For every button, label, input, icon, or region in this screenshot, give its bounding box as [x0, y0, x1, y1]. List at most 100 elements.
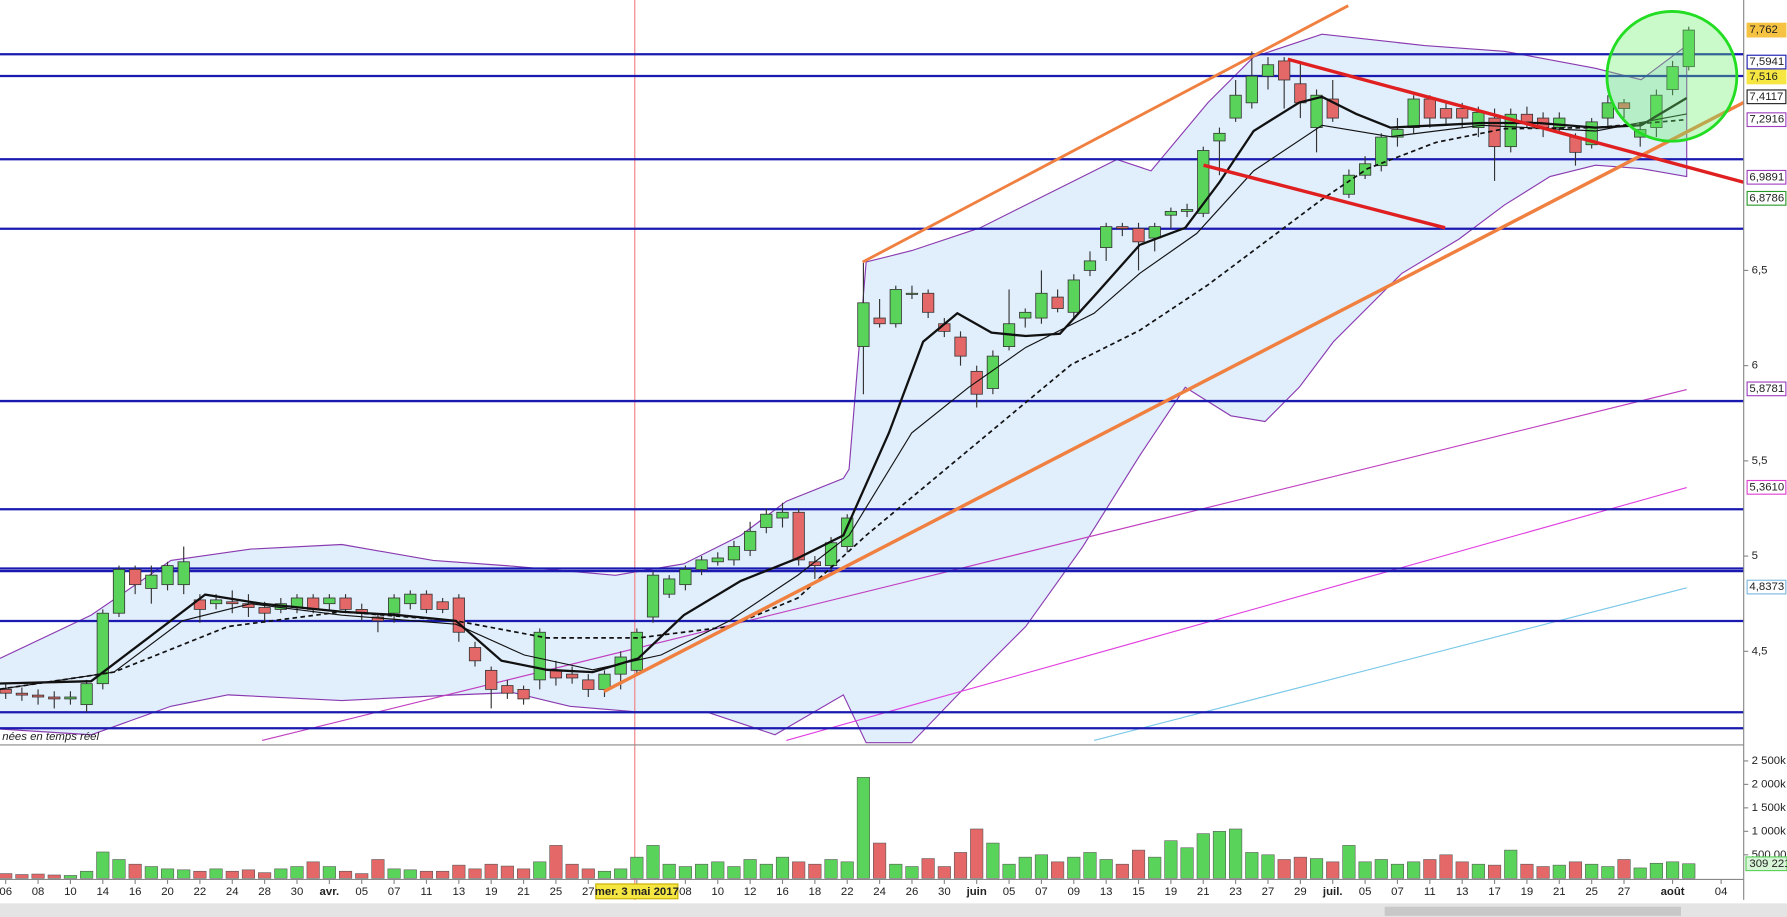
price-label-box	[1746, 89, 1787, 105]
candle-body	[663, 578, 676, 595]
scrollbar[interactable]	[0, 903, 1787, 917]
x-tick-label: 27	[1618, 886, 1631, 898]
x-tick-label: 21	[1197, 886, 1210, 898]
moving-average	[0, 118, 1687, 691]
candle-body	[711, 557, 724, 563]
volume-bar	[1002, 863, 1016, 879]
volume-bar	[889, 863, 903, 879]
volume-bar	[1423, 859, 1437, 879]
volume-bar	[711, 861, 725, 879]
volume-bar	[258, 872, 272, 879]
volume-bar	[1536, 866, 1550, 879]
candle-body	[1553, 117, 1566, 128]
volume-bar	[484, 863, 498, 879]
volume-bar	[338, 870, 353, 879]
x-tick-label: 12	[744, 886, 757, 898]
moving-average	[786, 486, 1687, 741]
candle-body	[1132, 228, 1145, 243]
price-label-box	[1746, 479, 1787, 495]
price-label: 7,2916	[1749, 114, 1784, 126]
candle-body	[112, 569, 126, 614]
candle-body	[727, 546, 741, 561]
volume-tick-label: 2 000k	[1752, 778, 1786, 790]
volume-bar	[775, 856, 790, 879]
candle-body	[15, 692, 28, 696]
volume-bar	[160, 868, 175, 879]
volume-tick-label: 2 500k	[1752, 755, 1786, 767]
candle-body	[31, 694, 45, 698]
candle-body	[598, 673, 611, 690]
candle-body	[1100, 226, 1113, 248]
volume-bar	[1633, 867, 1647, 879]
volume-bar	[759, 863, 773, 879]
x-tick-label: 08	[32, 886, 45, 898]
candle-body	[1245, 75, 1258, 104]
candle-body	[1148, 226, 1161, 239]
x-tick-label: 25	[1585, 886, 1598, 898]
volume-bar	[1164, 840, 1178, 879]
candle-body	[0, 688, 12, 694]
volume-bar	[31, 873, 45, 879]
volume-bar	[905, 866, 919, 879]
volume-bar	[856, 777, 870, 879]
candle-body	[404, 593, 417, 605]
volume-bar	[1261, 854, 1275, 879]
x-tick-label: 26	[906, 886, 919, 898]
candle-body	[1294, 83, 1307, 104]
price-label-box	[1746, 190, 1787, 206]
price-label-box	[1746, 579, 1787, 595]
x-tick-label: 22	[841, 886, 854, 898]
candle-body	[986, 355, 999, 389]
volume-bar	[241, 869, 256, 879]
trend-line	[862, 4, 1349, 264]
volume-bar	[1601, 866, 1615, 879]
candle-body	[258, 607, 271, 614]
scrollbar-thumb[interactable]	[1384, 906, 1682, 916]
volume-bar	[824, 859, 838, 879]
volume-bar	[517, 868, 531, 879]
candle-body	[1617, 102, 1631, 109]
bollinger-band	[0, 33, 1688, 744]
x-tick-label: juil.	[1322, 886, 1343, 898]
volume-bar	[96, 851, 110, 879]
volume-bar	[452, 864, 466, 879]
price-label: 7,5941	[1749, 56, 1784, 68]
candle-body	[1391, 129, 1404, 138]
volume-bar	[921, 858, 935, 879]
candle-body	[744, 530, 757, 551]
price-label-box	[1746, 381, 1787, 397]
x-tick-label: 19	[485, 886, 498, 898]
candle-body	[679, 569, 692, 586]
candle-body	[1164, 210, 1177, 216]
volume-bar	[533, 861, 547, 879]
y-tick-label: 6,5	[1752, 264, 1768, 276]
volume-bar	[1649, 862, 1663, 879]
candle-body	[339, 597, 352, 610]
price-label: 6,9891	[1749, 171, 1784, 183]
candle-body	[922, 292, 935, 313]
realtime-note: nées en temps réel	[2, 731, 99, 743]
candle-body	[452, 597, 465, 633]
x-tick-label: 23	[1229, 886, 1242, 898]
candle-body	[420, 593, 433, 610]
x-tick-label: 05	[1359, 886, 1372, 898]
candle-body	[776, 511, 789, 519]
candle-body	[64, 696, 77, 700]
volume-bar	[128, 863, 142, 879]
volume-bar	[1148, 856, 1162, 879]
candle-body	[1019, 311, 1032, 319]
volume-bar	[387, 868, 401, 879]
volume-bar	[743, 859, 757, 879]
candle-body	[129, 569, 142, 586]
candle-body	[1682, 29, 1695, 68]
volume-bar	[1617, 859, 1631, 879]
volume-bar	[662, 863, 676, 879]
candle-body	[177, 561, 190, 586]
volume-bar	[873, 842, 887, 879]
volume-bar	[597, 870, 612, 879]
volume-bar	[695, 863, 709, 879]
x-tick-label: 05	[355, 886, 368, 898]
volume-bar	[290, 866, 304, 879]
moving-average	[261, 389, 1687, 741]
